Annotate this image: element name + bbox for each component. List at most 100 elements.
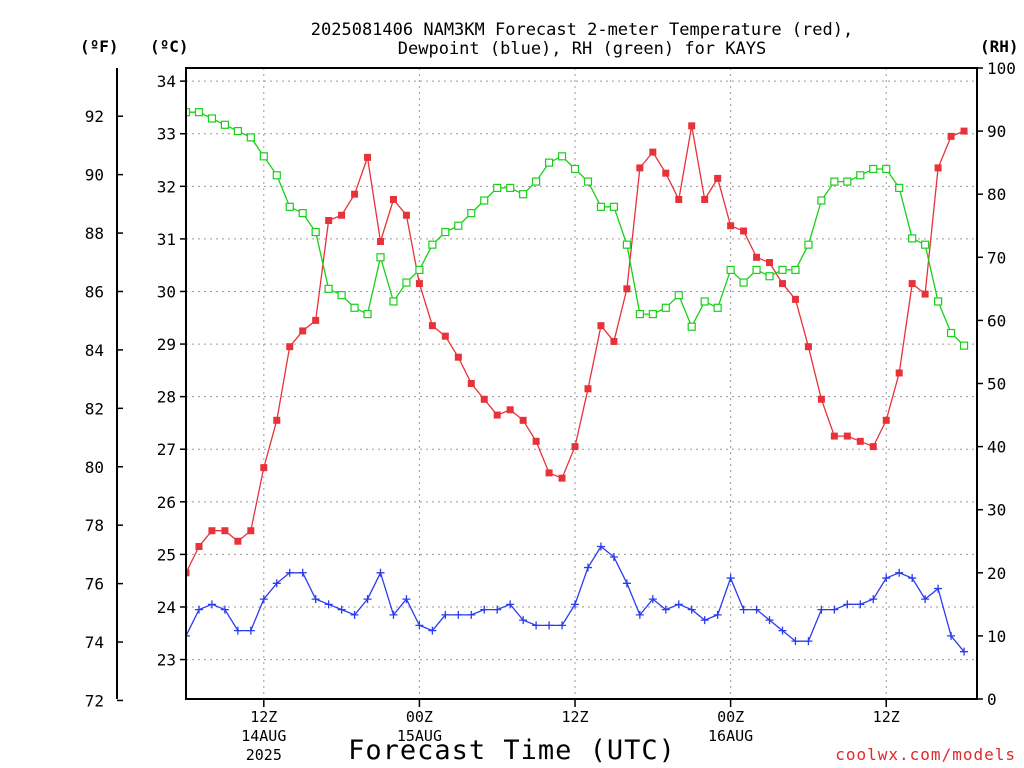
rh-tick-label: 50 bbox=[987, 375, 1006, 394]
dewpoint-point bbox=[480, 605, 489, 614]
credit-link[interactable]: coolwx.com/models bbox=[835, 745, 1016, 764]
dewpoint-point bbox=[661, 605, 670, 614]
rh-point bbox=[635, 309, 644, 319]
rh-point bbox=[661, 303, 670, 312]
rh-point bbox=[194, 108, 204, 117]
dewpoint-point bbox=[389, 610, 398, 619]
dewpoint-point bbox=[739, 605, 748, 614]
dewpoint-point bbox=[311, 595, 320, 604]
temperature-point bbox=[584, 385, 592, 393]
dewpoint-point bbox=[856, 600, 865, 609]
temperature-point bbox=[610, 337, 618, 345]
dewpoint-point bbox=[428, 626, 437, 635]
dewpoint-point bbox=[609, 553, 618, 562]
temperature-point bbox=[740, 227, 748, 235]
dewpoint-point bbox=[921, 595, 930, 604]
temperature-point bbox=[338, 211, 346, 219]
temperature-point bbox=[804, 343, 812, 351]
rh-point bbox=[895, 183, 904, 192]
rh-point bbox=[609, 202, 619, 211]
x-tick-label: 00Z bbox=[406, 708, 433, 726]
temperature-point bbox=[778, 280, 786, 288]
fahrenheit-tick-label: 86 bbox=[85, 282, 104, 301]
temperature-point bbox=[325, 216, 333, 224]
dewpoint-line bbox=[186, 545, 965, 653]
rh-point bbox=[311, 227, 320, 237]
dewpoint-point bbox=[622, 579, 631, 588]
fahrenheit-unit-label: (ºF) bbox=[80, 37, 119, 56]
fahrenheit-tick-label: 90 bbox=[85, 166, 104, 185]
temperature-point bbox=[402, 211, 410, 219]
temperature-line bbox=[186, 125, 965, 574]
temperature-point bbox=[377, 238, 385, 246]
dewpoint-point bbox=[272, 579, 281, 588]
rh-point bbox=[298, 209, 307, 218]
rh-tick-label: 60 bbox=[987, 311, 1006, 330]
rh-point bbox=[519, 190, 528, 199]
dewpoint-point bbox=[583, 563, 592, 572]
celsius-tick-label: 31 bbox=[157, 230, 176, 249]
celsius-unit-label: (ºC) bbox=[150, 37, 189, 56]
rh-point bbox=[467, 209, 476, 218]
rh-point bbox=[946, 328, 956, 338]
temperature-point bbox=[441, 332, 449, 340]
dewpoint-point bbox=[298, 568, 307, 577]
dewpoint-point bbox=[830, 605, 839, 614]
rh-point bbox=[246, 133, 255, 142]
rh-point bbox=[233, 126, 242, 136]
temperature-point bbox=[506, 406, 514, 414]
chart-title-line2: Dewpoint (blue), RH (green) for KAYS bbox=[398, 39, 766, 59]
rh-point bbox=[739, 278, 748, 287]
rh-point bbox=[454, 221, 463, 230]
temperature-point bbox=[934, 164, 942, 172]
rh-point bbox=[791, 265, 800, 275]
dewpoint-point bbox=[648, 595, 657, 604]
rh-point bbox=[376, 253, 385, 262]
rh-point bbox=[726, 265, 735, 275]
dewpoint-point bbox=[791, 637, 800, 646]
fahrenheit-tick-label: 78 bbox=[85, 516, 104, 535]
dewpoint-point bbox=[635, 610, 644, 619]
rh-point bbox=[557, 152, 567, 161]
rh-tick-label: 20 bbox=[987, 564, 1006, 583]
temperature-point bbox=[714, 174, 722, 182]
dewpoint-point bbox=[674, 600, 683, 609]
x-tick-date: 14AUG bbox=[241, 727, 286, 745]
rh-point bbox=[350, 303, 359, 312]
celsius-tick-label: 34 bbox=[157, 72, 176, 91]
dewpoint-point bbox=[259, 595, 268, 604]
dewpoint-point bbox=[817, 605, 826, 614]
temperature-point bbox=[908, 280, 916, 288]
x-tick-label: 12Z bbox=[873, 708, 900, 726]
temperature-point bbox=[299, 327, 307, 335]
rh-tick-label: 70 bbox=[987, 248, 1006, 267]
rh-point bbox=[259, 152, 268, 161]
temperature-point bbox=[186, 569, 190, 577]
rh-point bbox=[908, 234, 917, 243]
temperature-point bbox=[208, 527, 216, 535]
rh-point bbox=[506, 183, 515, 192]
rh-unit-label: (RH) bbox=[980, 37, 1019, 56]
rh-point bbox=[207, 114, 217, 123]
celsius-tick-label: 24 bbox=[157, 598, 176, 617]
fahrenheit-tick-label: 84 bbox=[85, 341, 104, 360]
rh-point bbox=[648, 309, 657, 319]
x-tick-date: 15AUG bbox=[397, 727, 442, 745]
rh-point bbox=[674, 291, 683, 300]
dewpoint-point bbox=[596, 542, 605, 551]
fahrenheit-tick-label: 72 bbox=[85, 691, 104, 710]
temperature-point bbox=[843, 432, 851, 440]
celsius-tick-label: 28 bbox=[157, 388, 176, 407]
temperature-point bbox=[727, 222, 735, 230]
rh-point bbox=[186, 108, 191, 117]
fahrenheit-tick-label: 92 bbox=[85, 107, 104, 126]
temperature-point bbox=[623, 285, 631, 293]
series-layer bbox=[186, 108, 969, 656]
rh-point bbox=[804, 240, 813, 249]
dewpoint-point bbox=[415, 621, 424, 630]
dewpoint-point bbox=[765, 616, 774, 625]
rh-point bbox=[778, 265, 787, 275]
dewpoint-point bbox=[493, 605, 502, 614]
dewpoint-point bbox=[571, 600, 580, 609]
